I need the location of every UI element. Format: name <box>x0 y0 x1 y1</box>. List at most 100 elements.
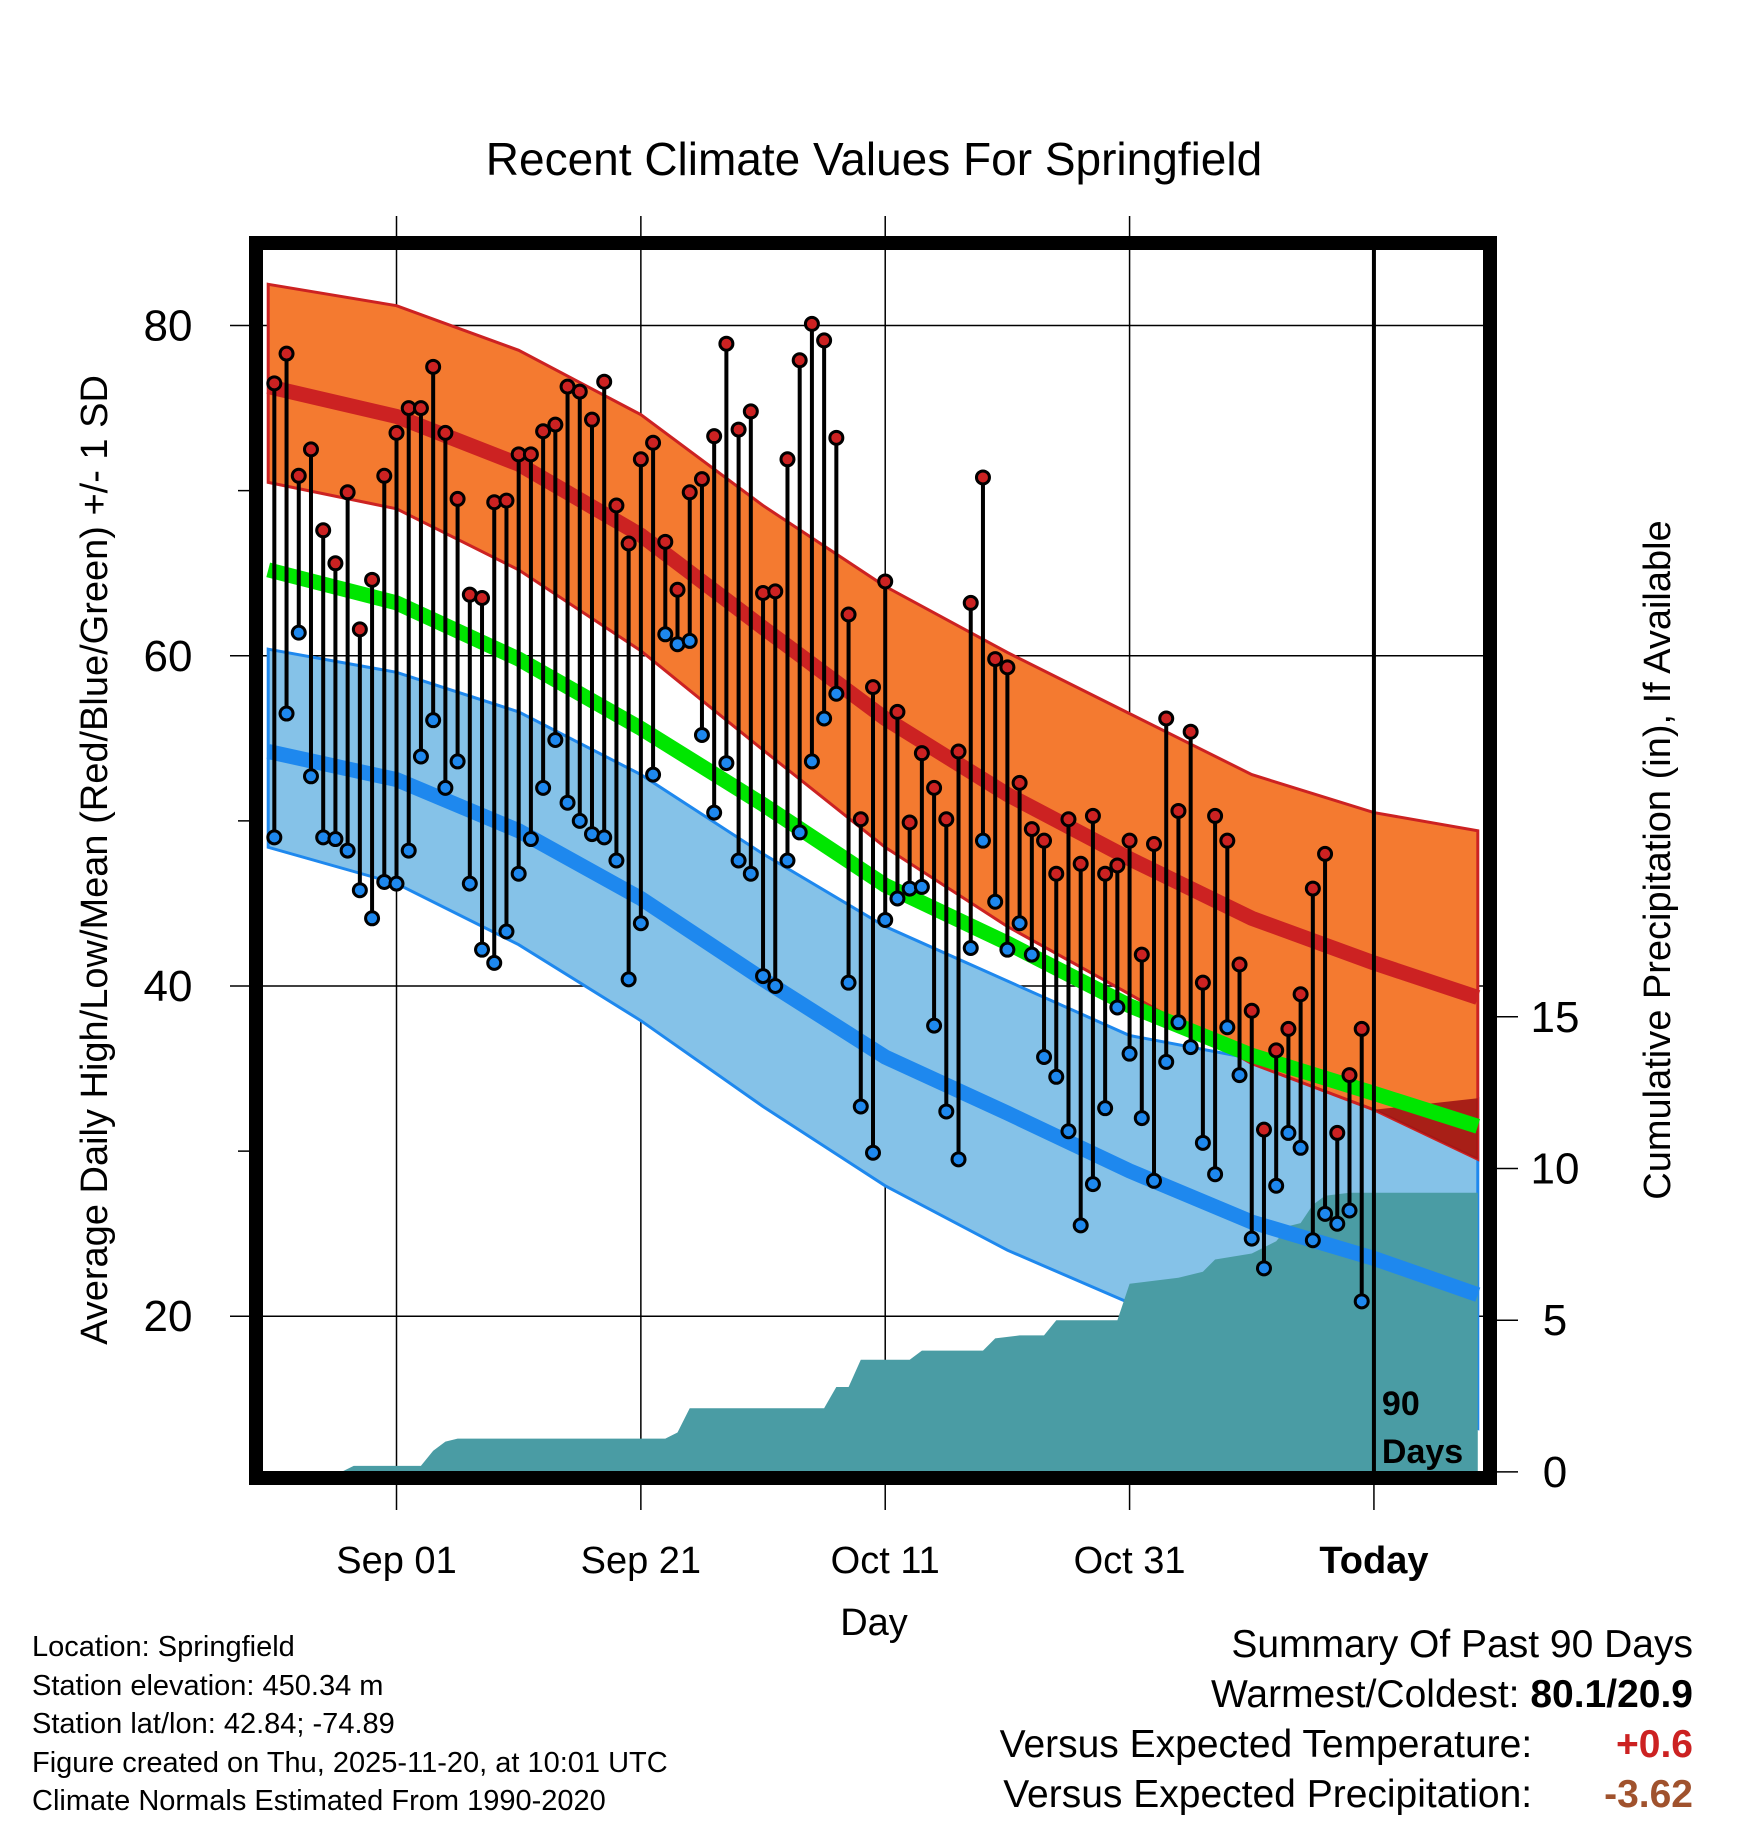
daily-high-point <box>1304 880 1321 897</box>
daily-low-point <box>840 974 857 991</box>
daily-low-point <box>535 779 552 796</box>
daily-high-point <box>987 651 1004 668</box>
daily-low-point <box>913 878 930 895</box>
daily-high-point <box>999 659 1016 676</box>
daily-low-point <box>1292 1139 1309 1156</box>
daily-high-point <box>828 429 845 446</box>
daily-high-point <box>1329 1124 1346 1141</box>
daily-low-point <box>388 875 405 892</box>
daily-high-point <box>535 423 552 440</box>
daily-low-point <box>1011 915 1028 932</box>
daily-low-point <box>559 794 576 811</box>
daily-low-point <box>1036 1048 1053 1065</box>
daily-high-point <box>632 451 649 468</box>
daily-high-point <box>596 373 613 390</box>
daily-low-point <box>962 940 979 957</box>
x-tick-label: Oct 31 <box>1074 1540 1186 1582</box>
daily-high-point <box>1060 811 1077 828</box>
summary-heading: Summary Of Past 90 Days <box>1231 1623 1693 1666</box>
x-tick-label: Today <box>1319 1540 1428 1582</box>
daily-high-point <box>816 332 833 349</box>
frame-rect <box>249 236 1497 1485</box>
daily-high-point <box>730 421 747 438</box>
daily-high-point <box>706 428 723 445</box>
daily-low-point <box>486 954 503 971</box>
daily-low-point <box>1329 1215 1346 1232</box>
y2-tick-label: 15 <box>1531 993 1580 1042</box>
summary-warm-cold: Warmest/Coldest: 80.1/20.9 <box>1000 1670 1693 1720</box>
daily-low-point <box>1317 1205 1334 1222</box>
daily-low-point <box>1121 1045 1138 1062</box>
daily-high-point <box>791 352 808 369</box>
normals-text: Climate Normals Estimated From 1990-2020 <box>32 1785 606 1817</box>
y-tick-label: 60 <box>144 632 193 681</box>
daily-high-point <box>1048 865 1065 882</box>
daily-high-point <box>779 451 796 468</box>
daily-low-point <box>1109 999 1126 1016</box>
daily-high-point <box>718 335 735 352</box>
daily-high-point <box>315 522 332 539</box>
daily-high-point <box>266 375 283 392</box>
daily-low-point <box>498 923 515 940</box>
daily-high-point <box>877 573 894 590</box>
daily-low-point <box>278 705 295 722</box>
daily-low-point <box>803 753 820 770</box>
daily-low-point <box>412 748 429 765</box>
precip-label: Versus Expected Precipitation: <box>1003 1773 1533 1816</box>
daily-low-point <box>364 910 381 927</box>
axes: 20 40 60 80 0 5 10 15 Sep 01 Sep 21 Oct 11 Oct 31 To… <box>144 302 1580 1582</box>
daily-low-point <box>327 831 344 848</box>
daily-high-point <box>840 606 857 623</box>
daily-high-point <box>693 471 710 488</box>
daily-low-point <box>1219 1019 1236 1036</box>
daily-high-point <box>1133 946 1150 963</box>
daily-low-point <box>1133 1110 1150 1127</box>
daily-low-point <box>461 875 478 892</box>
daily-low-point <box>1182 1039 1199 1056</box>
daily-high-point <box>938 811 955 828</box>
daily-low-point <box>1084 1176 1101 1193</box>
daily-low-point <box>852 1098 869 1115</box>
warm-cold-label: Warmest/Coldest: <box>1211 1673 1520 1716</box>
daily-low-point <box>767 977 784 994</box>
daily-high-point <box>1023 821 1040 838</box>
daily-high-point <box>474 589 491 606</box>
daily-low-point <box>474 941 491 958</box>
daily-high-point <box>376 467 393 484</box>
daily-low-point <box>1243 1230 1260 1247</box>
y2-tick-label: 5 <box>1543 1296 1567 1345</box>
daily-low-point <box>999 941 1016 958</box>
daily-low-point <box>693 727 710 744</box>
daily-high-point <box>1243 1002 1260 1019</box>
daily-low-point <box>1194 1134 1211 1151</box>
plot-area <box>266 245 1481 1475</box>
y-tick-label: 80 <box>144 302 193 351</box>
elevation-text: Station elevation: 450.34 m <box>32 1669 384 1702</box>
daily-high-point <box>1231 956 1248 973</box>
daily-high-point <box>608 497 625 514</box>
precip-area <box>268 1192 1478 1472</box>
daily-low-point <box>1023 946 1040 963</box>
daily-low-point <box>266 829 283 846</box>
daily-low-point <box>632 915 649 932</box>
daily-low-point <box>449 753 466 770</box>
x-tick-label: Oct 11 <box>831 1540 940 1582</box>
daily-high-point <box>290 467 307 484</box>
daily-high-point <box>657 533 674 550</box>
daily-high-point <box>803 315 820 332</box>
daily-high-point <box>388 424 405 441</box>
daily-low-point <box>1207 1166 1224 1183</box>
summary-panel: Summary Of Past 90 Days Warmest/Coldest:… <box>1000 1620 1693 1820</box>
daily-low-point <box>865 1144 881 1161</box>
daily-low-point <box>1097 1100 1114 1117</box>
daily-high-point <box>547 416 564 433</box>
daily-high-point <box>1097 865 1114 882</box>
daily-high-point <box>1011 774 1028 791</box>
daily-high-point <box>278 345 295 362</box>
daily-high-point <box>865 679 881 696</box>
daily-low-point <box>779 852 796 869</box>
y-tick-label: 20 <box>144 1292 193 1341</box>
daily-high-point <box>742 403 759 420</box>
daily-low-point <box>755 968 772 985</box>
